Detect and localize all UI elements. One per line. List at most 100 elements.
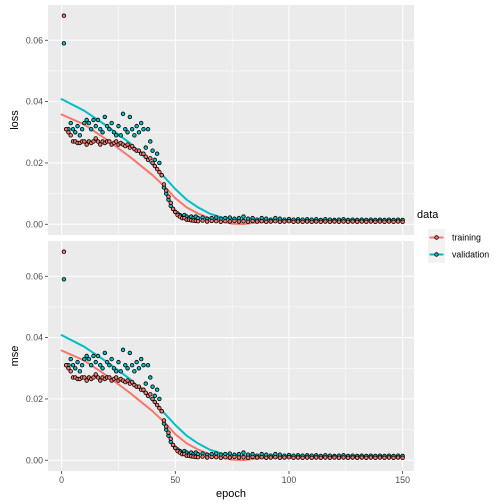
- point-training: [68, 369, 73, 374]
- panel-background: [48, 241, 414, 471]
- point-training: [304, 455, 310, 460]
- x-tick-label: 150: [395, 475, 410, 485]
- point-training: [277, 455, 283, 461]
- x-tick-label: 0: [59, 475, 64, 485]
- point-validation: [68, 356, 73, 362]
- point-training: [318, 219, 323, 225]
- y-tick-label: 0.00: [26, 219, 43, 229]
- point-validation: [138, 120, 144, 126]
- point-validation: [82, 120, 87, 126]
- point-training: [300, 455, 305, 461]
- point-validation: [88, 126, 94, 132]
- point-training: [341, 455, 346, 460]
- point-training: [345, 455, 351, 461]
- point-training: [173, 209, 178, 215]
- point-validation: [86, 120, 92, 126]
- point-validation: [134, 359, 139, 365]
- point-training: [286, 218, 292, 224]
- point-training: [84, 142, 89, 147]
- panel-loss: 0.00 0.02 0.04 0.06 loss: [9, 5, 414, 235]
- point-validation: [241, 450, 246, 455]
- point-training: [170, 206, 176, 212]
- point-training: [214, 455, 219, 460]
- point-training: [250, 454, 255, 460]
- point-training: [95, 375, 101, 380]
- point-training: [204, 219, 210, 224]
- legend-key-point: [434, 252, 439, 257]
- y-axis-title: mse: [9, 346, 21, 367]
- point-training: [141, 387, 146, 392]
- point-training: [395, 219, 401, 224]
- y-tick-label: 0.00: [26, 455, 43, 465]
- point-training: [98, 378, 103, 383]
- legend-keys: training validation: [428, 229, 489, 263]
- point-training: [91, 139, 96, 144]
- point-training: [345, 219, 351, 225]
- y-tick-label: 0.04: [26, 97, 43, 107]
- point-validation: [148, 139, 153, 144]
- point-validation: [84, 353, 89, 359]
- x-tick-label: 50: [170, 475, 180, 485]
- point-training: [400, 455, 405, 461]
- point-validation: [145, 126, 151, 132]
- point-validation: [214, 451, 219, 456]
- point-validation: [157, 160, 162, 166]
- point-validation: [152, 157, 158, 163]
- point-validation: [73, 130, 78, 135]
- point-training: [93, 136, 98, 141]
- point-training: [273, 218, 278, 224]
- point-training: [323, 219, 328, 224]
- point-validation: [143, 145, 148, 150]
- point-validation: [148, 375, 153, 380]
- point-validation: [73, 366, 78, 371]
- point-validation: [123, 363, 128, 368]
- point-validation: [150, 384, 155, 389]
- point-training: [161, 182, 167, 187]
- point-training: [218, 455, 223, 461]
- point-training: [373, 219, 378, 225]
- point-training: [336, 219, 342, 225]
- point-training: [232, 454, 237, 460]
- point-training: [152, 163, 158, 169]
- point-training: [107, 139, 112, 144]
- point-training: [98, 142, 103, 147]
- point-training: [254, 455, 260, 460]
- point-training: [129, 379, 135, 385]
- point-training: [204, 455, 210, 460]
- point-training: [309, 455, 314, 461]
- point-training: [282, 455, 287, 460]
- point-validation: [70, 126, 76, 132]
- y-tick-label: 0.04: [26, 333, 43, 343]
- point-validation: [134, 123, 139, 129]
- point-training: [63, 363, 69, 368]
- point-training: [148, 156, 153, 161]
- point-validation: [100, 366, 105, 371]
- point-training: [136, 148, 142, 153]
- point-training: [282, 219, 287, 224]
- point-validation: [145, 363, 151, 368]
- point-validation: [118, 133, 123, 138]
- point-validation: [116, 359, 121, 365]
- legend-key-point: [434, 235, 439, 240]
- point-training: [332, 219, 337, 224]
- point-validation: [127, 114, 133, 120]
- point-training: [152, 399, 158, 405]
- point-training: [386, 219, 392, 224]
- point-training: [391, 455, 396, 461]
- point-validation: [95, 117, 101, 123]
- point-training: [170, 442, 176, 448]
- point-validation: [104, 359, 110, 365]
- point-training: [195, 455, 201, 460]
- legend: data training validation: [417, 209, 489, 263]
- point-validation: [82, 356, 87, 362]
- point-training: [232, 218, 237, 224]
- point-training: [173, 445, 178, 451]
- point-validation: [127, 350, 133, 356]
- point-validation: [68, 120, 73, 126]
- point-training: [259, 218, 264, 224]
- point-validation: [102, 350, 108, 356]
- point-validation: [113, 369, 119, 374]
- point-validation: [98, 126, 103, 132]
- point-validation: [116, 123, 121, 129]
- point-validation: [227, 215, 233, 220]
